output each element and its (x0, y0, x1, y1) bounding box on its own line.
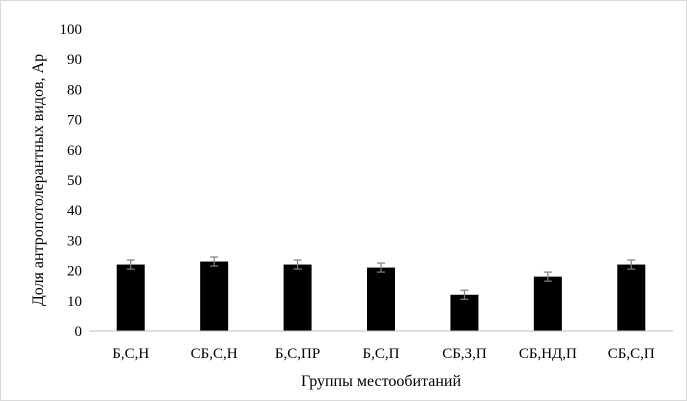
y-tick-label: 100 (60, 22, 83, 38)
x-tick-label: Б,С,П (363, 346, 400, 362)
bar (367, 267, 395, 331)
y-tick-label: 80 (67, 82, 82, 98)
x-tick-label: СБ,С,П (608, 346, 655, 362)
bar (533, 276, 562, 331)
x-tick-label: Б,С,ПР (275, 346, 320, 362)
x-tick-label: СБ,С,Н (191, 346, 238, 362)
bar (283, 264, 312, 331)
y-tick-label: 40 (67, 203, 82, 219)
y-tick-label: 50 (67, 173, 82, 189)
y-axis-title: Доля антропотолерантных видов, Ар (30, 54, 47, 306)
error-bars (126, 256, 636, 300)
y-tick-label: 30 (67, 233, 82, 249)
bar (617, 264, 646, 331)
y-tick-label: 20 (67, 264, 82, 280)
x-tick-label: СБ,НД,П (519, 346, 577, 362)
x-axis-title: Группы местообитаний (301, 373, 462, 390)
y-tick-label: 0 (75, 324, 83, 340)
y-tick-label: 10 (67, 294, 82, 310)
bars (116, 261, 646, 331)
x-axis-ticks: Б,С,Н СБ,С,Н Б,С,ПР Б,С,П СБ,З,П СБ,НД,П СБ,С,… (112, 346, 655, 362)
x-tick-label: СБ,З,П (442, 346, 487, 362)
x-tick-label: Б,С,Н (112, 346, 149, 362)
bar (450, 294, 479, 331)
y-axis-ticks: 0 10 20 30 40 50 60 70 80 90 100 (60, 22, 83, 340)
bar (200, 261, 229, 331)
y-tick-label: 70 (67, 113, 82, 129)
y-tick-label: 90 (67, 52, 82, 68)
bar (116, 264, 145, 331)
y-tick-label: 60 (67, 143, 82, 159)
